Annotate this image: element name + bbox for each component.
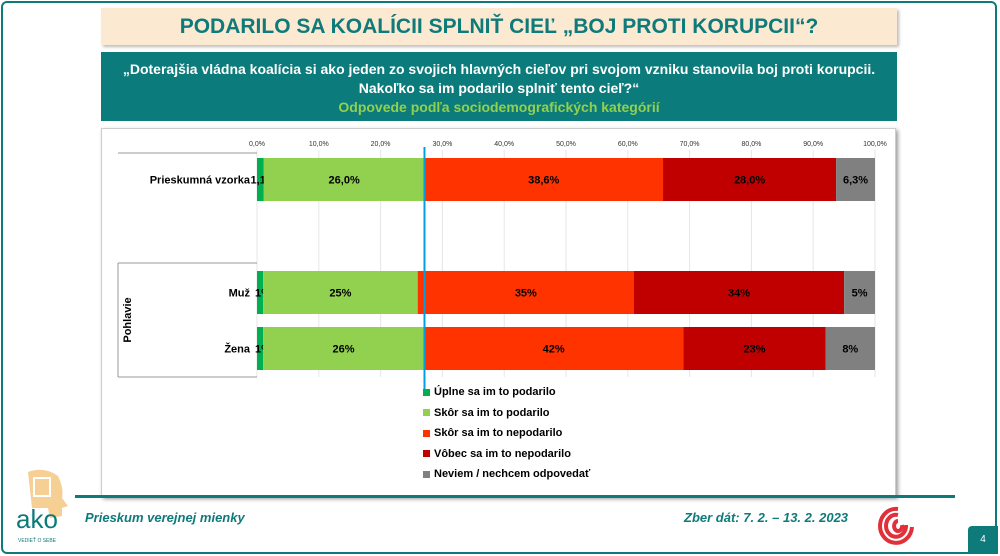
data-label: 35% <box>515 288 537 300</box>
legend-swatch <box>423 429 430 437</box>
bar-segment <box>663 158 837 201</box>
bar-segment <box>633 271 845 314</box>
legend-item: Úplne sa im to podarilo <box>423 386 556 398</box>
bar-segment <box>424 158 664 201</box>
bar-segment <box>257 327 264 370</box>
bar-segment <box>825 327 875 370</box>
legend-label: Úplne sa im to podarilo <box>434 386 556 398</box>
question-subtitle: Odpovede podľa sociodemografických kateg… <box>338 99 660 115</box>
row-label: Žena <box>224 343 251 356</box>
bar-segment <box>257 271 264 314</box>
data-label: 23% <box>743 344 765 356</box>
bar-segment <box>423 327 684 370</box>
data-label: 6,3% <box>843 175 868 187</box>
data-label: 42% <box>543 344 565 356</box>
data-label: 26,0% <box>329 175 360 187</box>
legend-item: Skôr sa im to podarilo <box>423 407 550 419</box>
data-label: 38,6% <box>528 175 559 187</box>
legend-item: Skôr sa im to nepodarilo <box>423 427 562 439</box>
data-label: 28,0% <box>734 175 765 187</box>
group-label: Pohlavie <box>122 297 134 342</box>
slide-title: PODARILO SA KOALÍCII SPLNIŤ CIEĽ „BOJ PR… <box>101 8 897 45</box>
data-label: 25% <box>329 288 351 300</box>
x-tick-label: 60,0% <box>618 141 638 148</box>
page-number: 4 <box>968 526 998 554</box>
bar-segment <box>263 158 425 201</box>
legend-label: Neviem / nechcem odpovedať <box>434 468 591 480</box>
bar-segment <box>844 271 875 314</box>
legend-label: Skôr sa im to nepodarilo <box>434 427 563 439</box>
question-line-1: „Doterajšia vládna koalícia si ako jeden… <box>122 61 876 77</box>
bar-segment <box>263 271 418 314</box>
bar-segment <box>417 271 634 314</box>
bar-segment <box>263 327 424 370</box>
data-label: 8% <box>842 344 858 356</box>
x-tick-label: 70,0% <box>680 141 700 148</box>
row-label: Muž <box>229 288 251 300</box>
legend-item: Vôbec sa im to nepodarilo <box>423 448 571 460</box>
logo-text: ako <box>16 504 58 534</box>
ako-logo: ako VEDIEŤ O SEBE <box>16 469 68 544</box>
x-tick-label: 20,0% <box>371 141 391 148</box>
legend-label: Vôbec sa im to nepodarilo <box>434 447 571 460</box>
bar-segment <box>257 158 264 201</box>
row-label: Prieskumná vzorka <box>150 175 251 187</box>
legend-swatch <box>423 388 430 396</box>
legend-item: Neviem / nechcem odpovedať <box>423 468 590 480</box>
footer-divider <box>75 495 955 498</box>
spiral-logo-icon <box>878 506 914 545</box>
data-label: 5% <box>852 288 868 300</box>
bar-segment <box>683 327 826 370</box>
logo-tagline: VEDIEŤ O SEBE <box>18 536 57 544</box>
data-label: 26% <box>333 344 355 356</box>
x-tick-label: 50,0% <box>556 141 576 148</box>
legend-swatch <box>423 409 430 416</box>
legend-swatch <box>423 450 430 457</box>
bar-segment <box>836 158 875 201</box>
x-tick-label: 80,0% <box>741 141 761 148</box>
x-tick-label: 100,0% <box>863 141 887 148</box>
legend-swatch <box>423 470 430 478</box>
legend-label: Skôr sa im to podarilo <box>434 406 550 419</box>
question-box: „Doterajšia vládna koalícia si ako jeden… <box>101 52 897 121</box>
x-tick-label: 10,0% <box>309 141 329 148</box>
footer-survey: Prieskum verejnej mienky <box>85 510 245 525</box>
question-line-2: Nakoľko sa im podarilo splniť tento cieľ… <box>358 80 640 96</box>
x-tick-label: 90,0% <box>803 141 823 148</box>
data-label: 34% <box>728 288 750 300</box>
footer-dates: Zber dát: 7. 2. – 13. 2. 2023 <box>684 510 849 525</box>
x-tick-label: 40,0% <box>494 141 514 148</box>
x-tick-label: 0,0% <box>249 141 265 148</box>
x-tick-label: 30,0% <box>432 141 452 148</box>
